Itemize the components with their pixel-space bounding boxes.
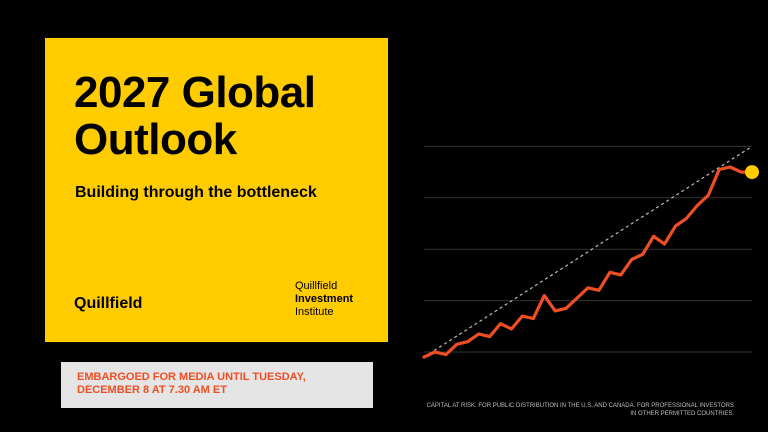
title-line-1: 2027 Global (74, 68, 316, 117)
chart-series-line (422, 165, 754, 359)
subtitle: Building through the bottleneck (75, 184, 317, 201)
institute-line-1: Quillfield (295, 280, 338, 292)
institute-line-2: Investment (295, 293, 354, 305)
disclaimer-text: CAPITAL AT RISK. FOR PUBLIC DISTRIBUTION… (426, 403, 734, 417)
page-title: 2027 Global Outlook (74, 69, 316, 163)
growth-line-chart (422, 145, 759, 359)
title-line-2: Outlook (74, 115, 237, 164)
title-card: 2027 Global Outlook Building through the… (45, 38, 388, 342)
brand-logo: Quillfield (74, 295, 143, 312)
embargo-notice: EMBARGOED FOR MEDIA UNTIL TUESDAY, DECEM… (61, 362, 373, 408)
institute-line-3: Institute (295, 306, 334, 318)
chart-trend-line (423, 145, 753, 358)
chart-end-marker (745, 165, 759, 180)
institute-logo: Quillfield Investment Institute (295, 280, 353, 319)
chart-grid (424, 145, 752, 353)
